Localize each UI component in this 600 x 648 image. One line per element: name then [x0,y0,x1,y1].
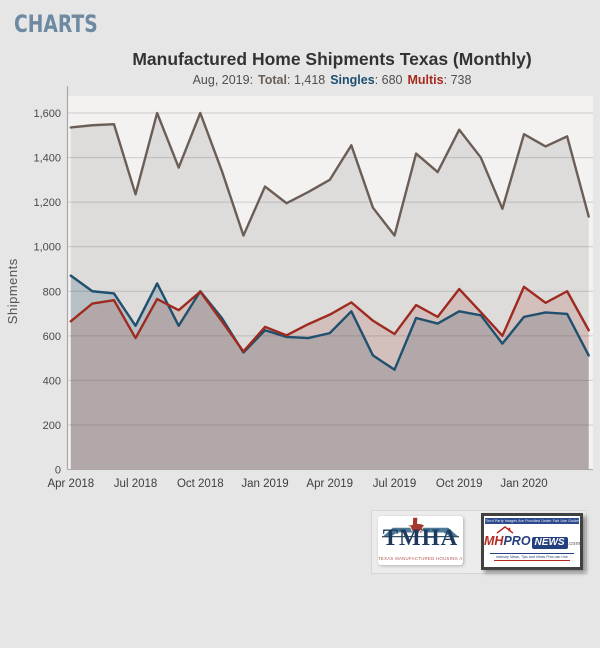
tmha-roof-icon [382,527,459,538]
y-tick-label: 400 [43,375,61,387]
mhpronews-divider-red [494,560,570,561]
x-tick-label: Jul 2019 [373,478,416,490]
y-tick-label: 1,200 [33,197,61,209]
subtitle-multis-label: Multis [407,73,444,87]
tmha-tagline: TEXAS MANUFACTURED HOUSING ASSOCIATION [378,556,463,561]
mhpronews-dotcom: .com [567,541,581,547]
x-tick-label: Apr 2019 [306,478,353,490]
logo-panel: TMHA TEXAS MANUFACTURED HOUSING ASSOCIAT… [371,510,587,574]
subtitle-sep-2: : [374,73,382,87]
y-tick-label: 200 [43,420,61,432]
y-tick-label: 1,600 [33,108,61,120]
mhpronews-pro: PRO [503,534,531,548]
subtitle-multis-value: 738 [450,73,472,87]
chart-subtitle: Aug, 2019: Total: 1,418 Singles: 680 Multis… [64,73,600,87]
subtitle-sep-1: : [286,73,294,87]
mhpronews-logo: Third Party Images Are Provided Under Fa… [481,513,583,570]
y-tick-label: 1,400 [33,153,61,165]
x-tick-label: Apr 2018 [47,478,94,490]
x-tick-label: Jul 2018 [114,478,157,490]
x-tick-label: Jan 2020 [500,478,547,490]
y-tick-label: 1,000 [33,242,61,254]
charts-section-heading: CHARTS [14,10,98,38]
subtitle-date: Aug, 2019: [192,73,254,87]
subtitle-sep-3: : [443,73,451,87]
subtitle-total-value: 1,418 [293,73,326,87]
subtitle-singles-value: 680 [381,73,403,87]
y-axis-title: Shipments [5,258,20,324]
subtitle-singles-label: Singles [330,73,375,87]
tmha-logo: TMHA TEXAS MANUFACTURED HOUSING ASSOCIAT… [378,516,463,565]
x-tick-label: Oct 2018 [177,478,224,490]
chart-title: Manufactured Home Shipments Texas (Month… [132,49,532,69]
mhpronews-wordmark: MHPRO NEWS .com [484,526,581,550]
mhpronews-divider-blue [490,553,574,554]
tmha-wordmark: TMHA [382,525,459,550]
mhpronews-roof-icon [496,526,514,534]
mhpronews-mh: MH [484,534,504,548]
mhpronews-disclaimer: Third Party Images Are Provided Under Fa… [485,518,579,524]
multis-line [69,285,590,353]
singles-area [70,275,589,470]
y-tick-label: 0 [55,465,61,477]
x-tick-label: Jan 2019 [241,478,288,490]
tmha-texas-icon [406,517,425,536]
y-tick-label: 600 [43,331,61,343]
subtitle-total-label: Total [258,73,287,87]
total-line [69,111,590,237]
mhpronews-tagline: Industry News, Tips and Views Pros can U… [496,555,568,559]
mhpronews-news: NEWS [531,537,568,549]
singles-line [69,274,590,371]
x-tick-label: Oct 2019 [436,478,483,490]
total-area [70,113,589,470]
multis-area [70,286,589,470]
plot-background [67,96,593,470]
y-tick-label: 800 [43,286,61,298]
